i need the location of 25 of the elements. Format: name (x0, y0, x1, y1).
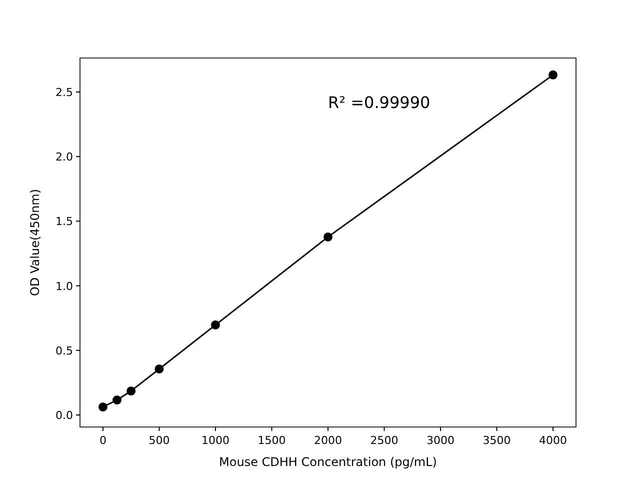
x-tick-label: 2000 (314, 434, 342, 447)
y-tick-label: 2.0 (56, 150, 73, 164)
point (98, 402, 108, 412)
x-axis-title: Mouse CDHH Concentration (pg/mL) (219, 455, 437, 469)
annotation: R² =0.99990 (328, 93, 430, 112)
point (112, 395, 122, 404)
point (324, 232, 332, 242)
x-tick-label: 4000 (539, 434, 568, 447)
point (154, 364, 164, 374)
x-tick-label: 2500 (370, 434, 398, 447)
x-tick-label: 0 (99, 434, 106, 447)
x-tick-label: 3000 (426, 434, 455, 447)
y-tick-label: 1.5 (56, 215, 73, 228)
y-tick-label: 1.0 (56, 280, 73, 293)
y-tick-label: 0.0 (56, 408, 73, 422)
y-tick-label: 2.5 (56, 86, 73, 99)
point (210, 320, 220, 330)
x-tick-label: 1500 (258, 434, 286, 447)
x-tick-label: 3500 (482, 434, 511, 447)
point (548, 70, 558, 80)
x-tick-label: 500 (148, 434, 170, 447)
point (126, 386, 136, 396)
y-axis-title: OD Value(450nm) (28, 188, 42, 296)
y-tick-label: 0.5 (56, 344, 73, 358)
x-tick-label: 1000 (201, 434, 230, 447)
